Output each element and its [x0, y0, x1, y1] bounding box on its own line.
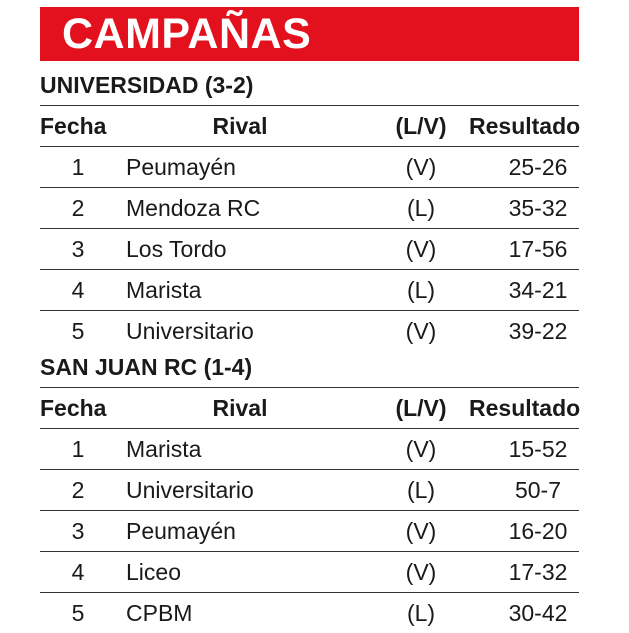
- table-row: 2 Mendoza RC (L) 35-32: [40, 187, 579, 228]
- cell-lv: (V): [405, 435, 437, 462]
- cell-resultado: 17-56: [508, 235, 568, 262]
- table-row: 5 Universitario (V) 39-22: [40, 310, 579, 351]
- column-header-rival: Rival: [212, 112, 268, 139]
- cell-rival: Liceo: [126, 558, 181, 585]
- cell-lv: (L): [406, 476, 436, 503]
- team-heading: SAN JUAN RC (1-4): [40, 354, 253, 380]
- cell-resultado: 15-52: [508, 435, 568, 462]
- cell-lv: (V): [405, 558, 437, 585]
- cell-resultado: 16-20: [508, 517, 568, 544]
- cell-fecha: 5: [71, 317, 85, 344]
- cell-rival: Marista: [126, 435, 202, 462]
- cell-rival: Mendoza RC: [126, 194, 261, 221]
- column-header-resultado: Resultado: [469, 112, 581, 139]
- cell-resultado: 35-32: [508, 194, 568, 221]
- column-header-fecha: Fecha: [40, 112, 107, 139]
- cell-rival: Peumayén: [126, 517, 236, 544]
- cell-fecha: 1: [71, 153, 85, 180]
- table-header: Fecha Rival (L/V) Resultado: [40, 105, 581, 146]
- cell-resultado: 25-26: [508, 153, 568, 180]
- column-header-fecha: Fecha: [40, 394, 107, 421]
- cell-rival: Marista: [126, 276, 202, 303]
- column-header-lv: (L/V): [395, 394, 447, 421]
- cell-lv: (L): [406, 599, 436, 626]
- cell-rival: Universitario: [126, 317, 254, 344]
- cell-rival: Universitario: [126, 476, 254, 503]
- cell-resultado: 34-21: [508, 276, 568, 303]
- cell-fecha: 2: [71, 476, 85, 503]
- cell-fecha: 3: [71, 517, 85, 544]
- table-row: 2 Universitario (L) 50-7: [40, 469, 579, 510]
- cell-fecha: 2: [71, 194, 85, 221]
- table-row: 4 Liceo (V) 17-32: [40, 551, 579, 592]
- table-row: 5 CPBM (L) 30-42: [40, 592, 579, 633]
- table-row: 1 Peumayén (V) 25-26: [40, 146, 579, 187]
- cell-resultado: 39-22: [508, 317, 568, 344]
- table-header: Fecha Rival (L/V) Resultado: [40, 387, 581, 428]
- team-heading: UNIVERSIDAD (3-2): [40, 72, 254, 98]
- cell-lv: (V): [405, 517, 437, 544]
- table-row: 3 Los Tordo (V) 17-56: [40, 228, 579, 269]
- cell-lv: (L): [406, 194, 436, 221]
- cell-resultado: 30-42: [508, 599, 568, 626]
- column-header-resultado: Resultado: [469, 394, 581, 421]
- cell-lv: (V): [405, 317, 437, 344]
- cell-resultado: 17-32: [508, 558, 568, 585]
- table-row: 3 Peumayén (V) 16-20: [40, 510, 579, 551]
- team-section-san-juan: SAN JUAN RC (1-4) Fecha Rival (L/V) Resu…: [40, 347, 581, 633]
- column-header-lv: (L/V): [395, 112, 447, 139]
- cell-rival: Los Tordo: [126, 235, 227, 262]
- cell-lv: (V): [405, 235, 437, 262]
- table-row: 4 Marista (L) 34-21: [40, 269, 579, 310]
- cell-lv: (V): [405, 153, 437, 180]
- cell-resultado: 50-7: [514, 476, 562, 503]
- column-header-rival: Rival: [212, 394, 268, 421]
- title-banner: CAMPAÑAS: [40, 7, 579, 61]
- page-title: CAMPAÑAS: [62, 10, 312, 58]
- cell-rival: Peumayén: [126, 153, 236, 180]
- cell-lv: (L): [406, 276, 436, 303]
- cell-rival: CPBM: [126, 599, 193, 626]
- cell-fecha: 4: [71, 558, 85, 585]
- cell-fecha: 5: [71, 599, 85, 626]
- table-row: 1 Marista (V) 15-52: [40, 428, 579, 469]
- cell-fecha: 4: [71, 276, 85, 303]
- cell-fecha: 3: [71, 235, 85, 262]
- cell-fecha: 1: [71, 435, 85, 462]
- team-section-universidad: UNIVERSIDAD (3-2) Fecha Rival (L/V) Resu…: [40, 65, 581, 351]
